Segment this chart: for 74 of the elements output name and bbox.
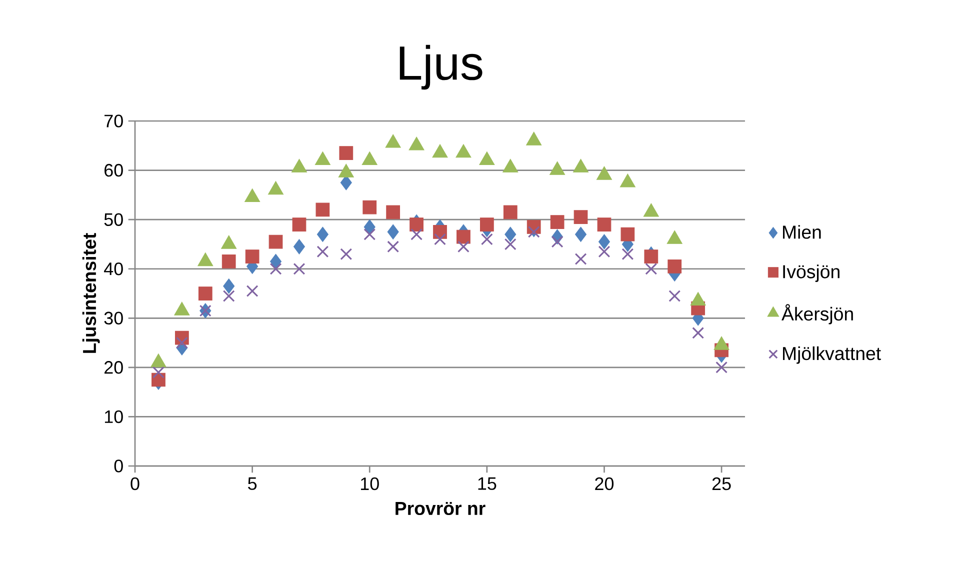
point <box>456 230 470 244</box>
point <box>620 227 635 242</box>
point <box>339 146 354 160</box>
point <box>316 202 330 217</box>
x-tick-label: 5 <box>248 477 257 490</box>
point <box>362 200 377 214</box>
x-axis-title: Provrör nr <box>396 502 486 516</box>
point <box>504 238 516 250</box>
point <box>575 226 587 242</box>
point <box>645 262 658 275</box>
point <box>386 205 400 220</box>
y-axis-title: Ljusintensitet <box>82 233 100 353</box>
point <box>340 248 352 260</box>
point <box>574 210 588 224</box>
point <box>597 218 612 232</box>
point <box>152 366 164 378</box>
point <box>504 226 516 242</box>
point <box>268 234 283 249</box>
point <box>340 175 352 190</box>
chart-title: Ljus <box>400 44 482 90</box>
point <box>387 240 400 253</box>
point <box>598 246 610 258</box>
point <box>270 254 282 270</box>
point <box>480 233 493 246</box>
legend-label: Mjölkvattnet <box>783 346 881 364</box>
point <box>692 326 704 339</box>
point <box>223 278 235 294</box>
point <box>644 250 658 264</box>
legend-label: Mien <box>783 225 821 239</box>
legend-label: Åkersjön <box>782 304 853 324</box>
x-tick-label: 15 <box>478 477 496 490</box>
y-tick-label: 70 <box>104 114 123 128</box>
point <box>551 236 564 248</box>
x-tick-label: 10 <box>360 477 379 490</box>
y-tick-label: 10 <box>104 410 123 424</box>
y-tick-label: 40 <box>104 262 123 276</box>
point <box>598 234 610 250</box>
point <box>292 218 306 232</box>
point <box>364 219 376 235</box>
point <box>198 286 212 300</box>
point <box>222 254 236 268</box>
y-tick-label: 30 <box>104 312 123 325</box>
y-tick-label: 20 <box>104 361 123 374</box>
point <box>668 290 681 302</box>
point <box>222 290 235 302</box>
point <box>293 262 306 275</box>
point <box>246 285 258 298</box>
point <box>574 253 587 265</box>
x-tick-label: 20 <box>595 477 614 490</box>
point <box>480 218 494 232</box>
y-tick-label: 50 <box>104 213 123 226</box>
point <box>668 259 682 274</box>
point <box>457 240 470 253</box>
point <box>410 228 423 240</box>
point <box>528 226 540 238</box>
point <box>550 215 564 229</box>
point <box>270 262 282 275</box>
point <box>293 239 305 254</box>
x-tick-label: 0 <box>130 477 140 490</box>
point <box>622 248 634 260</box>
legend-label: Ivösjön <box>783 264 840 282</box>
x-tick-label: 25 <box>712 477 731 490</box>
y-tick-label: 0 <box>114 460 123 472</box>
point <box>716 361 728 374</box>
y-tick-label: 60 <box>104 164 123 177</box>
point <box>245 250 260 264</box>
point <box>503 205 518 220</box>
point <box>176 336 188 349</box>
point <box>316 246 329 258</box>
point <box>410 218 424 232</box>
point <box>316 226 328 242</box>
point <box>387 224 399 240</box>
point <box>364 228 376 240</box>
point <box>434 233 446 246</box>
